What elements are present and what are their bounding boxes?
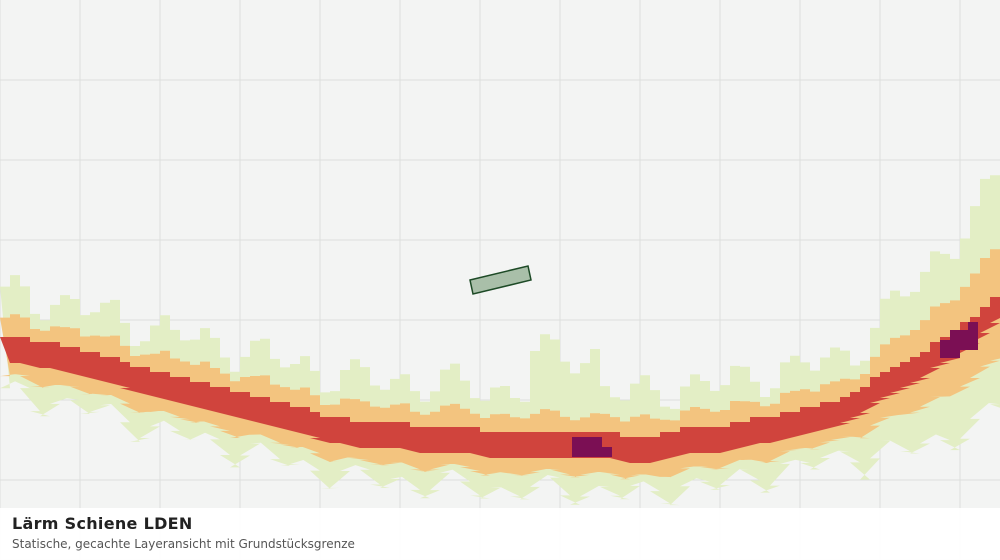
caption-panel: Lärm Schiene LDEN Statische, gecachte La…: [0, 508, 1000, 560]
noise-hotspot: [968, 322, 978, 332]
noise-layer: [0, 175, 1000, 506]
noise-hotspot: [602, 447, 612, 457]
noise-hotspot: [572, 437, 602, 457]
parcel-boundary: [469, 265, 532, 295]
noise-band: [0, 287, 1000, 463]
map-subtitle: Statische, gecachte Layeransicht mit Gru…: [12, 537, 355, 551]
noise-hotspot: [940, 340, 960, 358]
map-title: Lärm Schiene LDEN: [12, 514, 193, 533]
